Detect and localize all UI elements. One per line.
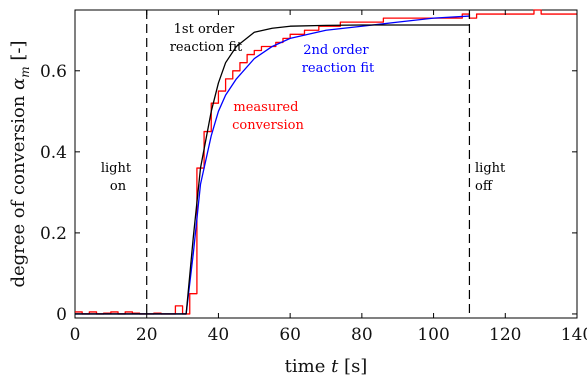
first-order-fit-annotation-line1: 1st order [174, 22, 235, 37]
x-tick-label: 20 [136, 325, 158, 345]
x-tick-label: 140 [561, 325, 587, 345]
light-off-label-line1: light [475, 161, 506, 176]
annotation-group: 1st order reaction fit 2nd order reactio… [170, 22, 375, 133]
measured-conversion-annotation-line2: conversion [232, 118, 304, 133]
x-axis-title-unit: [s] [338, 356, 367, 377]
light-off-label-line2: off [475, 179, 494, 194]
plot-area [74, 9, 578, 319]
y-tick-label: 0.2 [40, 224, 67, 244]
x-tick-label: 100 [417, 325, 449, 345]
x-axis-title: time t [s] [285, 356, 368, 377]
y-tick-label: 0.4 [40, 143, 67, 163]
y-tick-label: 0 [56, 305, 67, 325]
y-axis-title-unit: [-] [8, 40, 29, 66]
measured-conversion-annotation-line1: measured [233, 100, 298, 115]
y-tick-label: 0.6 [40, 62, 67, 82]
light-on-label-line1: light [101, 161, 132, 176]
x-tick-label: 60 [279, 325, 301, 345]
x-axis-ticks: 0 20 40 60 80 100 120 140 [70, 10, 587, 345]
y-axis-title-variable: α [8, 78, 29, 90]
vertical-marker-labels: light on light off [101, 161, 509, 194]
y-axis-title-subscript: m [18, 66, 32, 77]
first-order-fit-annotation: 1st order reaction fit [170, 22, 243, 55]
measured-conversion-annotation: measured conversion [232, 100, 304, 133]
y-axis-title: degree of conversion αm [-] [8, 40, 32, 287]
x-tick-label: 80 [351, 325, 373, 345]
x-axis-title-variable: t [331, 356, 339, 377]
second-order-fit-annotation-line2: reaction fit [302, 61, 375, 76]
1st-order-reaction-fit-line [75, 24, 470, 315]
vertical-marker-group [146, 10, 471, 318]
y-axis-ticks: 0 0.2 0.4 0.6 [40, 62, 577, 325]
light-on-label: light on [101, 161, 135, 194]
x-tick-label: 120 [489, 325, 521, 345]
series-group [75, 9, 577, 315]
first-order-fit-annotation-line2: reaction fit [170, 40, 243, 55]
x-tick-label: 0 [70, 325, 81, 345]
x-tick-label: 40 [208, 325, 230, 345]
x-axis-title-text: time [285, 356, 331, 377]
second-order-fit-annotation: 2nd order reaction fit [302, 43, 375, 76]
y-axis-title-text: degree of conversion [8, 90, 29, 288]
light-off-label: light off [475, 161, 509, 194]
second-order-fit-annotation-line1: 2nd order [303, 43, 369, 58]
light-on-label-line2: on [110, 179, 127, 194]
